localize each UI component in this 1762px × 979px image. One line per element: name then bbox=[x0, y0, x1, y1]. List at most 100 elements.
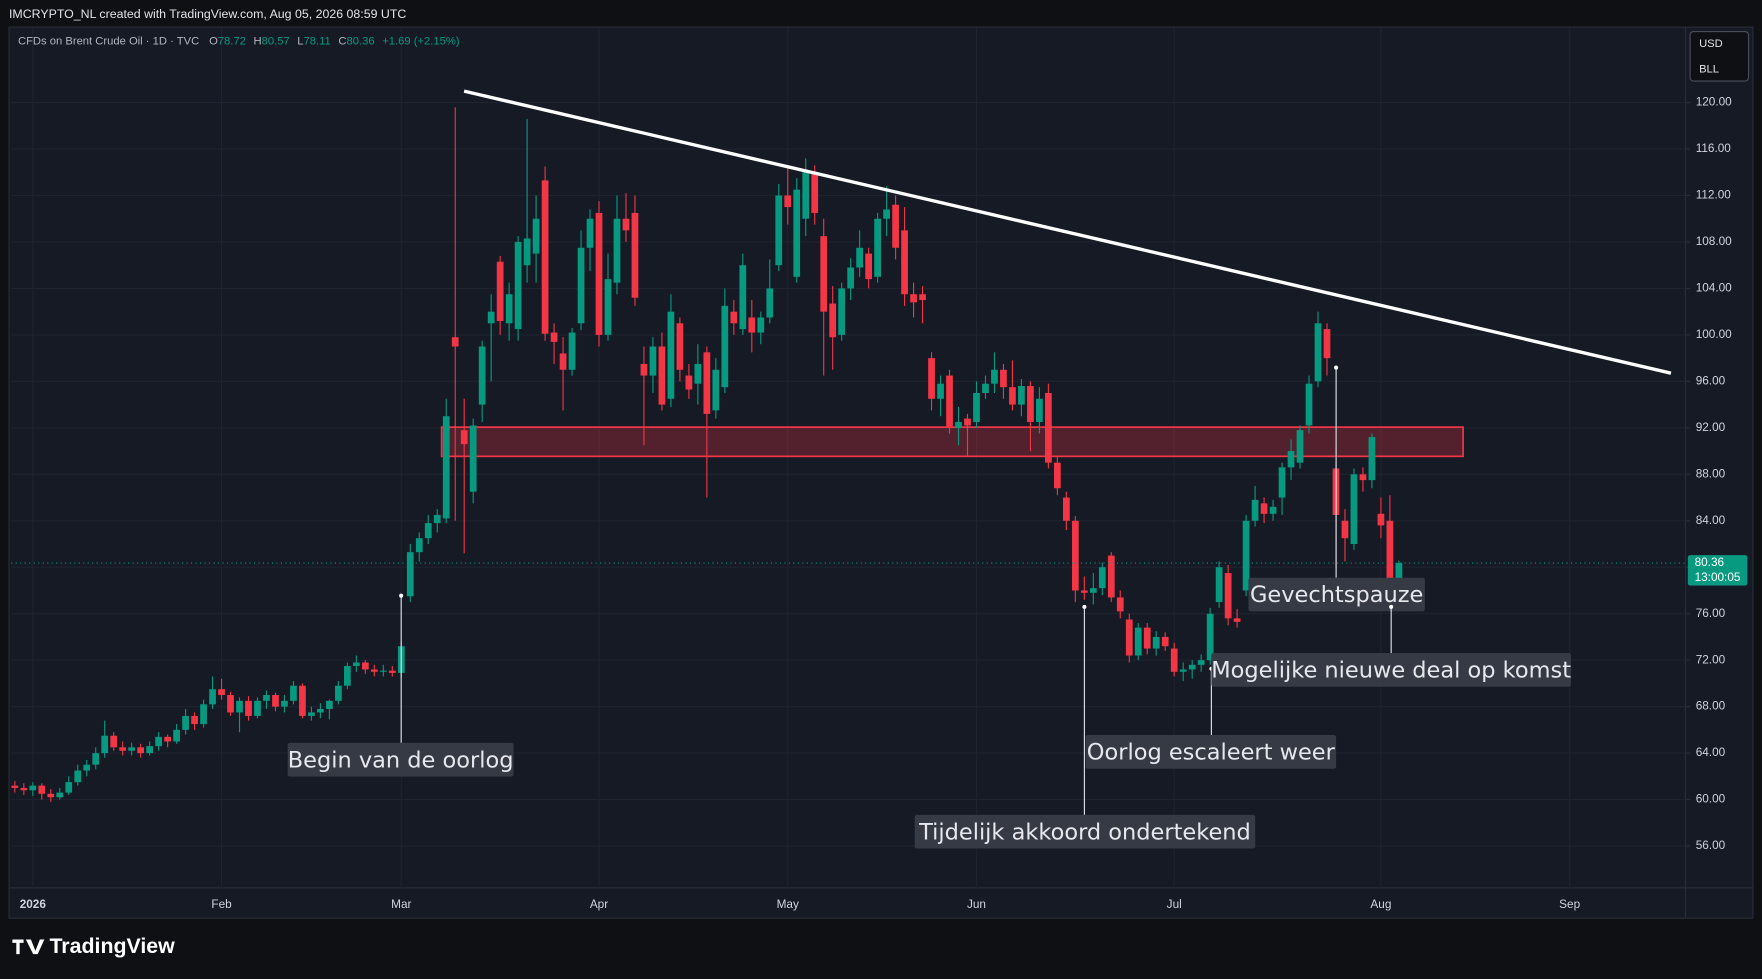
annotation-dot bbox=[1082, 604, 1087, 609]
candle-body bbox=[1350, 474, 1358, 545]
candle-body bbox=[847, 267, 855, 289]
candle-body bbox=[676, 323, 684, 370]
candle-body bbox=[263, 695, 270, 701]
candle-body bbox=[523, 238, 531, 266]
c-value: 80.36 bbox=[347, 36, 375, 48]
candle-body bbox=[361, 662, 369, 670]
candle-body bbox=[1251, 499, 1259, 521]
candle-body bbox=[1224, 573, 1232, 619]
candle-body bbox=[658, 346, 666, 405]
candle-body bbox=[92, 753, 100, 765]
candle-body bbox=[586, 218, 594, 248]
candle-body bbox=[649, 346, 657, 376]
candle-body bbox=[388, 670, 396, 673]
h-value: 80.57 bbox=[262, 36, 290, 48]
annotation: Tijdelijk akkoord ondertekend bbox=[918, 819, 1251, 845]
candle-body bbox=[1359, 474, 1367, 481]
candle-body bbox=[991, 369, 998, 384]
candle-body bbox=[1170, 648, 1178, 672]
candle-body bbox=[1206, 613, 1214, 661]
candle-body bbox=[1080, 590, 1088, 593]
candle-body bbox=[712, 369, 720, 411]
candle-body bbox=[326, 700, 333, 709]
candle-body bbox=[505, 294, 513, 324]
candle-body bbox=[128, 747, 136, 751]
candle-body bbox=[101, 735, 109, 754]
c-label: C bbox=[338, 36, 346, 48]
change: +1.69 (+2.15%) bbox=[382, 36, 460, 48]
candle-body bbox=[227, 695, 234, 713]
candle-body bbox=[236, 700, 243, 713]
candle-body bbox=[1071, 520, 1079, 591]
unit: BLL bbox=[1699, 64, 1719, 76]
y-tick-label: 108.00 bbox=[1696, 235, 1732, 248]
annotation-box bbox=[1085, 735, 1337, 769]
x-tick-label: Mar bbox=[391, 898, 411, 911]
candle-body bbox=[119, 747, 127, 751]
candle-body bbox=[811, 172, 819, 213]
h-label: H bbox=[253, 36, 261, 48]
candle-body bbox=[11, 785, 19, 788]
candle-body bbox=[110, 735, 118, 748]
candle-body bbox=[1197, 660, 1205, 665]
candle-body bbox=[1027, 386, 1034, 423]
annotation-dot bbox=[1389, 604, 1394, 609]
logo-icon bbox=[12, 939, 45, 955]
candle-body bbox=[1045, 392, 1052, 463]
annotation: Begin van de oorlog bbox=[288, 747, 514, 773]
candle-body bbox=[379, 670, 387, 672]
candle-body bbox=[640, 363, 648, 376]
candle-body bbox=[739, 265, 747, 330]
candles bbox=[11, 107, 1686, 802]
candle-body bbox=[1179, 669, 1187, 672]
candle-body bbox=[865, 253, 873, 280]
y-tick-label: 60.00 bbox=[1696, 793, 1726, 806]
candle-body bbox=[703, 352, 711, 414]
candle-body bbox=[146, 746, 154, 754]
y-tick-label: 64.00 bbox=[1696, 746, 1726, 759]
y-tick-label: 72.00 bbox=[1696, 653, 1726, 666]
y-tick-label: 100.00 bbox=[1696, 328, 1732, 341]
l-label: L bbox=[297, 36, 303, 48]
candle-body bbox=[721, 305, 729, 388]
y-tick-label: 116.00 bbox=[1696, 142, 1732, 155]
candle-body bbox=[29, 785, 37, 791]
candle-body bbox=[928, 358, 935, 399]
candle-body bbox=[182, 715, 189, 730]
currency: USD bbox=[1699, 38, 1723, 50]
candle-body bbox=[613, 218, 621, 283]
candle-body bbox=[137, 747, 145, 754]
candle-body bbox=[83, 764, 91, 771]
x-tick-label: Sep bbox=[1559, 898, 1580, 911]
candle-body bbox=[793, 189, 801, 277]
last-price: 80.36 bbox=[1695, 556, 1725, 569]
candle-body bbox=[1242, 520, 1250, 591]
candle-body bbox=[1107, 555, 1115, 598]
candle-body bbox=[352, 662, 360, 666]
y-tick-label: 88.00 bbox=[1696, 467, 1726, 480]
candle-body bbox=[308, 712, 315, 716]
candle-body bbox=[1062, 497, 1070, 521]
l-value: 78.11 bbox=[304, 36, 331, 48]
candle-body bbox=[541, 180, 549, 334]
candle-body bbox=[460, 430, 468, 445]
candle-body bbox=[667, 311, 675, 399]
candle-body bbox=[1161, 636, 1169, 647]
candle-body bbox=[730, 311, 738, 324]
candle-body bbox=[47, 793, 55, 798]
candle-body bbox=[1386, 520, 1394, 583]
candle-body bbox=[757, 317, 765, 333]
candle-body bbox=[56, 792, 64, 798]
chart-panel bbox=[8, 26, 1754, 919]
candle-body bbox=[496, 261, 504, 321]
candle-body bbox=[478, 346, 486, 405]
currency-box[interactable] bbox=[1689, 31, 1750, 82]
candle-body bbox=[532, 218, 540, 254]
annotation: Gevechtspauze bbox=[1250, 582, 1423, 608]
candle-body bbox=[20, 787, 28, 791]
trend-line bbox=[463, 89, 1672, 375]
candle-body bbox=[1287, 451, 1295, 468]
candle-body bbox=[1215, 567, 1223, 603]
candle-body bbox=[604, 279, 612, 335]
x-tick-label: May bbox=[777, 898, 799, 911]
